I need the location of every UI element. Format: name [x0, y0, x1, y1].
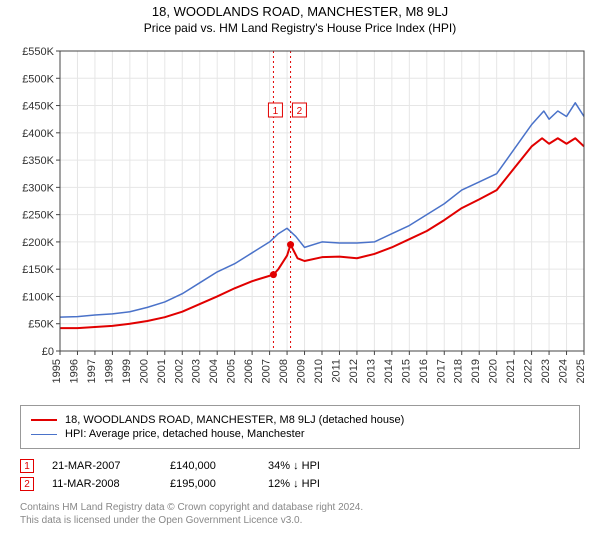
event-marker: 1	[20, 459, 34, 473]
svg-text:2013: 2013	[365, 359, 377, 383]
event-date: 21-MAR-2007	[52, 460, 152, 472]
svg-text:2019: 2019	[470, 359, 482, 383]
event-diff: 34% ↓ HPI	[268, 460, 320, 472]
svg-text:1995: 1995	[51, 359, 63, 383]
svg-text:£100K: £100K	[22, 291, 54, 303]
event-diff: 12% ↓ HPI	[268, 478, 320, 490]
event-row: 1 21-MAR-2007 £140,000 34% ↓ HPI	[20, 459, 580, 473]
svg-text:£250K: £250K	[22, 210, 54, 222]
svg-text:1998: 1998	[103, 359, 115, 383]
svg-text:£0: £0	[42, 346, 54, 358]
svg-text:2006: 2006	[243, 359, 255, 383]
event-marker: 2	[20, 477, 34, 491]
svg-text:2014: 2014	[383, 359, 395, 383]
event-price: £195,000	[170, 478, 250, 490]
attribution-line1: Contains HM Land Registry data © Crown c…	[20, 501, 580, 514]
event-date: 11-MAR-2008	[52, 478, 152, 490]
svg-text:2011: 2011	[330, 359, 342, 383]
chart-subtitle: Price paid vs. HM Land Registry's House …	[144, 21, 456, 35]
svg-text:2007: 2007	[261, 359, 273, 383]
chart-area: £0 £50K £100K £150K £200K £250K £300K £350K £400…	[10, 41, 590, 401]
svg-text:£400K: £400K	[22, 128, 54, 140]
svg-text:£450K: £450K	[22, 101, 54, 113]
svg-text:2004: 2004	[208, 359, 220, 383]
svg-text:2: 2	[297, 106, 303, 117]
legend-row-hpi: HPI: Average price, detached house, Manc…	[31, 428, 569, 440]
svg-text:2003: 2003	[191, 359, 203, 383]
events-table: 1 21-MAR-2007 £140,000 34% ↓ HPI 2 11-MAR-200…	[20, 455, 580, 495]
svg-text:2000: 2000	[138, 359, 150, 383]
svg-text:2009: 2009	[296, 359, 308, 383]
chart-svg: £0 £50K £100K £150K £200K £250K £300K £350K £400…	[10, 41, 590, 401]
svg-text:2010: 2010	[313, 359, 325, 383]
chart-title: 18, WOODLANDS ROAD, MANCHESTER, M8 9LJ	[152, 4, 448, 19]
svg-text:2015: 2015	[400, 359, 412, 383]
legend-box: 18, WOODLANDS ROAD, MANCHESTER, M8 9LJ (…	[20, 405, 580, 449]
svg-text:2016: 2016	[418, 359, 430, 383]
svg-text:2001: 2001	[156, 359, 168, 383]
attribution: Contains HM Land Registry data © Crown c…	[20, 501, 580, 527]
svg-text:2012: 2012	[348, 359, 360, 383]
svg-text:£550K: £550K	[22, 46, 54, 58]
legend-row-price: 18, WOODLANDS ROAD, MANCHESTER, M8 9LJ (…	[31, 414, 569, 426]
svg-text:2021: 2021	[505, 359, 517, 383]
svg-text:2017: 2017	[435, 359, 447, 383]
svg-text:£50K: £50K	[28, 319, 54, 331]
svg-text:£350K: £350K	[22, 155, 54, 167]
event-row: 2 11-MAR-2008 £195,000 12% ↓ HPI	[20, 477, 580, 491]
attribution-line2: This data is licensed under the Open Gov…	[20, 514, 580, 527]
svg-text:2025: 2025	[575, 359, 587, 383]
svg-text:2020: 2020	[488, 359, 500, 383]
svg-text:2002: 2002	[173, 359, 185, 383]
svg-text:2005: 2005	[226, 359, 238, 383]
svg-text:£200K: £200K	[22, 237, 54, 249]
legend-swatch-price	[31, 419, 57, 421]
svg-text:2022: 2022	[523, 359, 535, 383]
svg-text:2023: 2023	[540, 359, 552, 383]
legend-label-hpi: HPI: Average price, detached house, Manc…	[65, 428, 305, 440]
svg-text:2018: 2018	[453, 359, 465, 383]
svg-text:1999: 1999	[121, 359, 133, 383]
svg-text:£150K: £150K	[22, 264, 54, 276]
legend-swatch-hpi	[31, 434, 57, 435]
svg-text:2024: 2024	[558, 359, 570, 383]
svg-text:2008: 2008	[278, 359, 290, 383]
svg-text:1: 1	[273, 106, 279, 117]
svg-text:£300K: £300K	[22, 182, 54, 194]
svg-text:1996: 1996	[68, 359, 80, 383]
event-price: £140,000	[170, 460, 250, 472]
svg-text:£500K: £500K	[22, 73, 54, 85]
legend-label-price: 18, WOODLANDS ROAD, MANCHESTER, M8 9LJ (…	[65, 414, 404, 426]
svg-text:1997: 1997	[86, 359, 98, 383]
